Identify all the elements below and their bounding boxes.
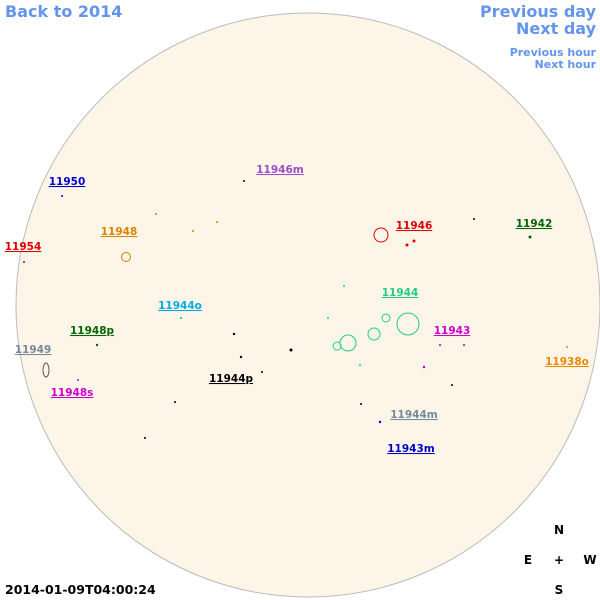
region-label[interactable]: 11944p [209, 373, 254, 385]
sunspot-dots [23, 180, 568, 439]
region-label[interactable]: 11946m [256, 164, 304, 176]
next-hour-link[interactable]: Next hour [535, 58, 597, 71]
region-label[interactable]: 11944 [382, 287, 419, 299]
sunspots [42, 227, 420, 378]
region-label[interactable]: 11954 [5, 241, 42, 253]
previous-day-link[interactable]: Previous day [480, 2, 597, 21]
region-label[interactable]: 11948 [101, 226, 138, 238]
next-day-link[interactable]: Next day [516, 19, 597, 38]
region-label[interactable]: 11944m [390, 409, 438, 421]
solar-disk [15, 12, 600, 598]
region-label[interactable]: 11948p [70, 325, 115, 337]
region-label[interactable]: 11948s [51, 387, 94, 399]
region-label[interactable]: 11942 [516, 218, 553, 230]
compass-west: W [583, 553, 596, 567]
region-label[interactable]: 11943m [387, 443, 435, 455]
region-label[interactable]: 11938o [545, 356, 589, 368]
region-label[interactable]: 11944o [158, 300, 202, 312]
compass-east: E [524, 553, 532, 567]
timestamp: 2014-01-09T04:00:24 [5, 582, 156, 597]
region-label[interactable]: 11943 [434, 325, 471, 337]
region-label[interactable]: 11949 [15, 344, 52, 356]
region-label[interactable]: 11950 [49, 176, 86, 188]
compass-north: N [554, 523, 564, 537]
compass-center: + [554, 553, 564, 567]
previous-hour-link[interactable]: Previous hour [510, 46, 597, 59]
compass-south: S [555, 583, 564, 597]
region-label[interactable]: 11946 [396, 220, 433, 232]
back-link[interactable]: Back to 2014 [5, 2, 122, 21]
